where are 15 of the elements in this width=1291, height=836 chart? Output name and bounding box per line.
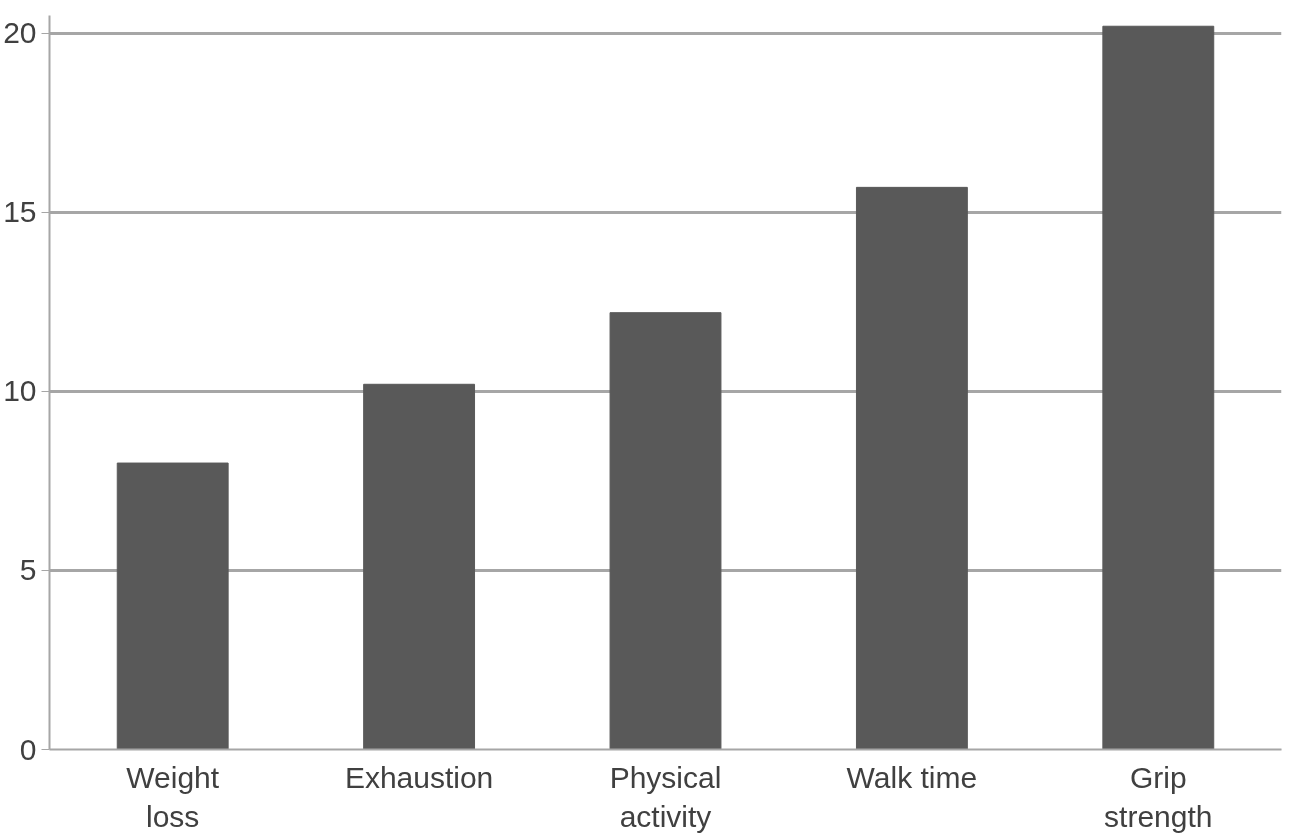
x-tick-label: Physical activity [609, 760, 722, 834]
bar [855, 186, 968, 750]
x-tick-label: Weight loss [126, 760, 220, 834]
x-tick-label: Walk time [846, 760, 978, 794]
x-tick-label: Grip strength [1104, 760, 1213, 834]
y-tick-label: 5 [19, 553, 37, 587]
bar [609, 312, 722, 750]
bar [363, 383, 476, 750]
y-tick-label: 0 [19, 732, 37, 766]
y-tick-label: 20 [3, 16, 37, 50]
x-tick-label: Exhaustion [344, 760, 494, 794]
y-tick-label: 15 [3, 195, 37, 229]
bar [1102, 25, 1215, 750]
bar [116, 462, 229, 750]
y-tick-label: 10 [3, 374, 37, 408]
